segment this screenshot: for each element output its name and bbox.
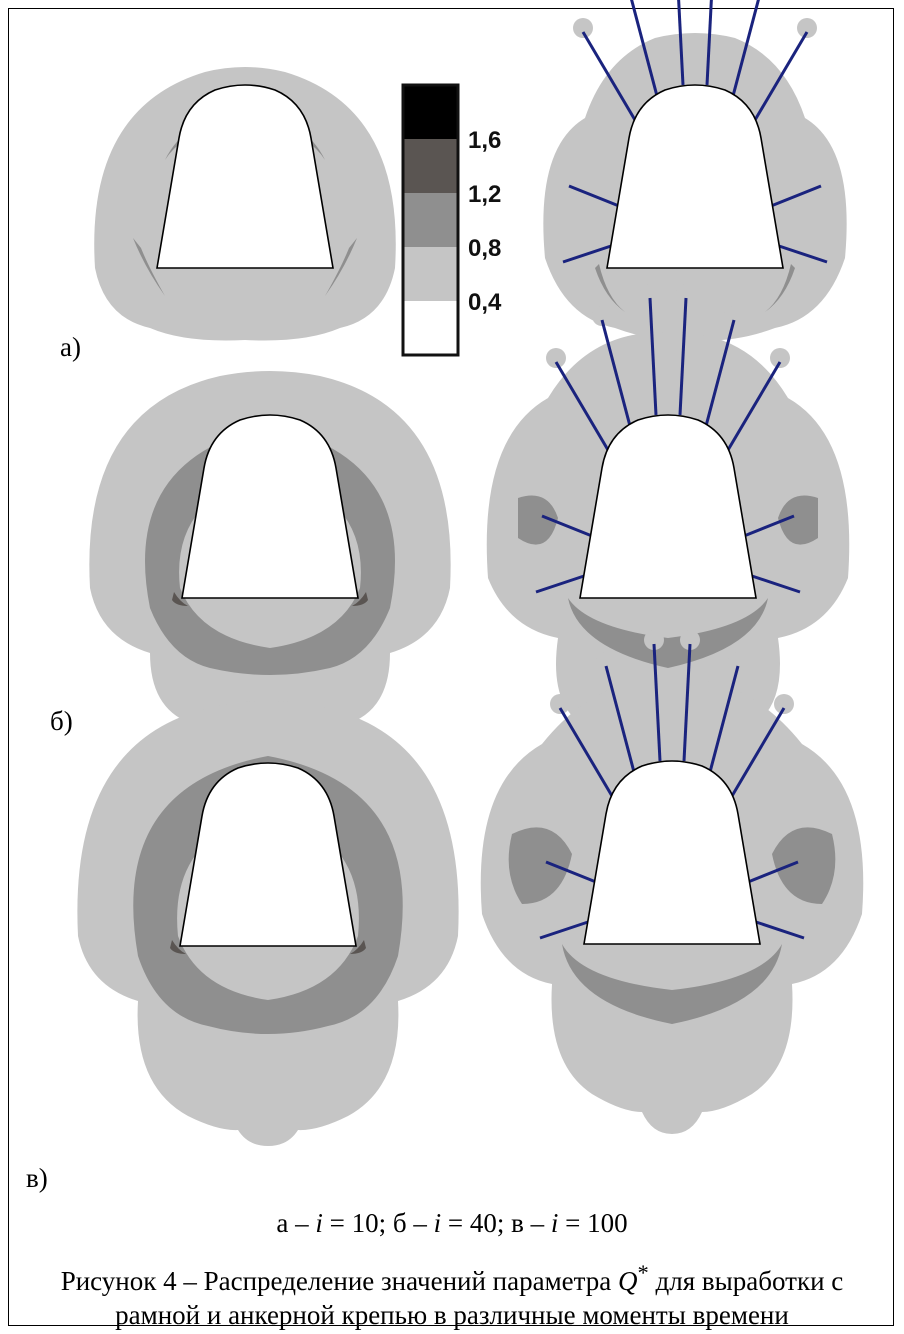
middle-zone-left-blob [518,495,558,545]
corner-zone-left [133,238,165,296]
middle-zone-left-blob [508,827,572,904]
middle-zone-corner-right [765,264,795,312]
panel-c-frame-support [77,701,459,1146]
legend-band-4 [403,247,458,301]
inner-zone-right [352,592,368,606]
legend-value-1: 1,6 [468,127,502,154]
legend-value-2: 1,2 [468,181,502,208]
inner-zone-left [170,940,186,954]
middle-zone-lower [562,944,782,1024]
legend-band-2 [403,139,458,193]
corner-zone-right [325,238,357,296]
legend-colorbar [401,83,460,357]
panel-c-anchor-support [480,630,864,1134]
legend-band-3 [403,193,458,247]
legend-border [401,83,460,357]
panel-a-frame-support [94,67,396,341]
middle-zone-corner-left [595,264,625,312]
legend-value-3: 0,8 [468,235,502,262]
middle-zone-right-blob [772,827,836,904]
panel-b-anchor-support [486,284,850,743]
inner-zone-right [350,940,366,954]
legend-band-5 [403,301,458,355]
subcaption: а – i = 10; б – i = 40; в – i = 100 [276,1208,628,1238]
panel-b-frame-support [89,371,451,738]
panel-a-anchor-support [543,0,847,341]
legend-band-1 [403,85,458,139]
panel-label-b: б) [50,706,73,736]
panel-label-c: в) [26,1163,48,1193]
legend-value-4: 0,4 [468,289,502,316]
middle-zone-right-blob [778,495,818,545]
panel-label-a: а) [60,332,81,362]
figure-caption: Рисунок 4 – Распределение значений парам… [60,1260,844,1330]
inner-zone-left [172,592,188,606]
middle-zone-lower [568,598,768,668]
